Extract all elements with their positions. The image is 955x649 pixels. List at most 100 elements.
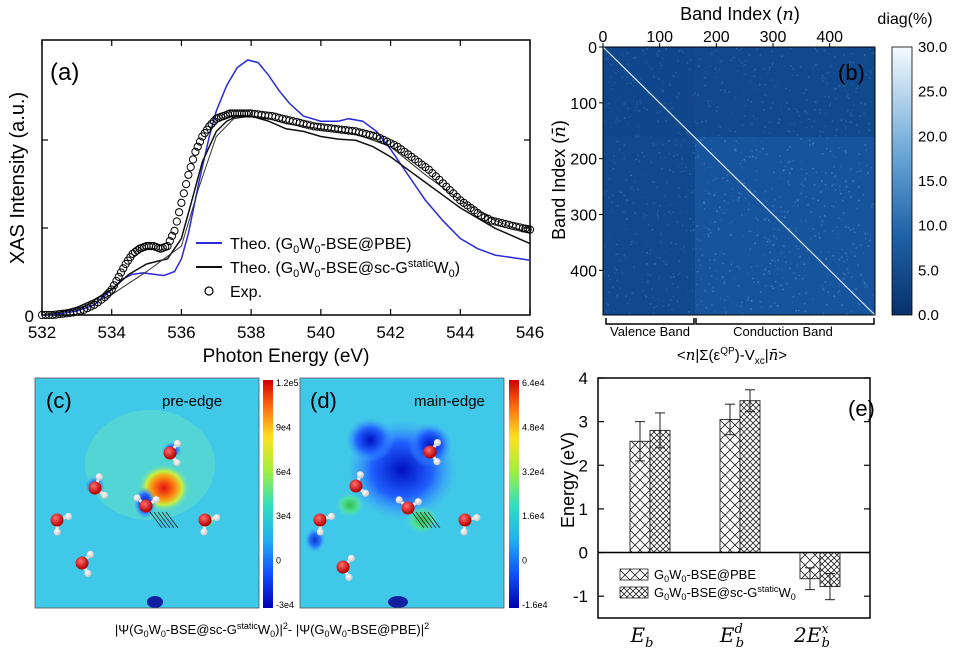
exp-data-point [163, 242, 172, 251]
noise-cell [756, 234, 759, 237]
hydrogen-atom [200, 528, 208, 536]
noise-cell [753, 243, 756, 245]
noise-cell [738, 196, 740, 198]
panel-b-offdiag-block [695, 47, 875, 137]
noise-cell [852, 61, 855, 64]
noise-cell [693, 92, 696, 95]
noise-cell [858, 62, 861, 65]
noise-cell [652, 145, 655, 147]
noise-cell [763, 130, 766, 133]
noise-cell [800, 168, 803, 170]
noise-cell [860, 234, 863, 237]
noise-cell [750, 299, 753, 302]
noise-cell [643, 218, 646, 220]
noise-cell [803, 263, 806, 265]
oxygen-atom [163, 446, 177, 460]
noise-cell [828, 71, 830, 74]
exp-data-point [100, 293, 109, 302]
noise-cell [841, 304, 844, 307]
noise-cell [768, 121, 771, 123]
panel-a-y-axis-label: XAS Intensity (a.u.) [7, 92, 29, 264]
noise-cell [659, 205, 661, 207]
noise-cell [727, 127, 730, 130]
noise-cell [631, 240, 633, 243]
noise-cell [615, 212, 617, 215]
noise-cell [740, 47, 743, 49]
noise-cell [753, 137, 755, 140]
noise-cell [781, 178, 784, 180]
noise-cell [674, 243, 677, 245]
noise-cell [834, 128, 837, 131]
noise-cell [827, 305, 829, 308]
noise-cell [802, 92, 805, 95]
noise-cell [844, 51, 846, 53]
panel-b-colorbar-ticks: 30.025.020.015.010.05.00.0 [918, 39, 947, 324]
noise-cell [774, 199, 776, 201]
noise-cell [774, 264, 777, 267]
noise-cell [733, 104, 735, 106]
noise-cell [689, 173, 691, 175]
panel-a-y-tick-label: 0 [25, 307, 34, 326]
noise-cell [664, 156, 667, 159]
exp-data-point [179, 189, 188, 198]
panel-b-y-axis-label: Band Index (n̄) [549, 120, 570, 240]
noise-cell [699, 264, 702, 266]
noise-cell [682, 165, 684, 167]
noise-cell [608, 178, 611, 180]
noise-cell [784, 106, 786, 108]
noise-cell [796, 227, 798, 229]
noise-cell [869, 273, 871, 275]
noise-cell [634, 108, 636, 111]
noise-cell [777, 305, 779, 307]
noise-cell [820, 253, 822, 255]
noise-cell [614, 288, 616, 290]
noise-cell [836, 232, 839, 235]
noise-cell [623, 254, 626, 256]
noise-cell [634, 56, 637, 58]
b-y-tick-label: 100 [570, 96, 597, 113]
noise-cell [755, 89, 757, 91]
noise-cell [760, 228, 762, 230]
noise-cell [803, 303, 806, 305]
noise-cell [678, 260, 680, 262]
noise-cell [685, 229, 688, 232]
noise-cell [832, 255, 834, 257]
noise-cell [747, 127, 750, 130]
noise-cell [657, 278, 660, 280]
noise-cell [757, 282, 760, 284]
noise-cell [631, 187, 633, 190]
noise-cell [805, 219, 807, 221]
noise-cell [679, 271, 681, 274]
colorbar-tick-label: 1.6e4 [522, 511, 545, 521]
noise-cell [767, 300, 770, 303]
noise-cell [736, 197, 738, 199]
panel-a-legend: Theo. (G0W0-BSE@PBE) Theo. (G0W0-BSE@sc-… [196, 236, 460, 301]
noise-cell [714, 253, 717, 255]
noise-cell [619, 260, 622, 262]
noise-cell [850, 252, 853, 255]
noise-cell [692, 141, 695, 144]
b-x-tick-label: 0 [599, 29, 608, 46]
noise-cell [772, 117, 774, 120]
noise-cell [844, 125, 847, 127]
noise-cell [697, 156, 700, 158]
noise-cell [834, 201, 837, 204]
noise-cell [634, 74, 637, 76]
exp-data-point [116, 268, 126, 277]
noise-cell [867, 170, 870, 173]
colorbar-tick-label: 1.2e5 [276, 378, 299, 388]
noise-cell [724, 53, 727, 55]
noise-cell [810, 238, 812, 240]
noise-cell [754, 191, 757, 193]
noise-cell [699, 139, 701, 141]
noise-cell [819, 130, 822, 133]
noise-cell [637, 55, 639, 58]
bar-1-0 [649, 429, 671, 553]
noise-cell [821, 93, 823, 95]
noise-cell [780, 215, 783, 217]
panel-c-molecules [50, 440, 221, 578]
noise-cell [771, 240, 773, 242]
noise-cell [804, 88, 807, 91]
exp-data-point [193, 142, 202, 151]
legend-label-pbe: Theo. (G0W0-BSE@PBE) [230, 236, 411, 256]
